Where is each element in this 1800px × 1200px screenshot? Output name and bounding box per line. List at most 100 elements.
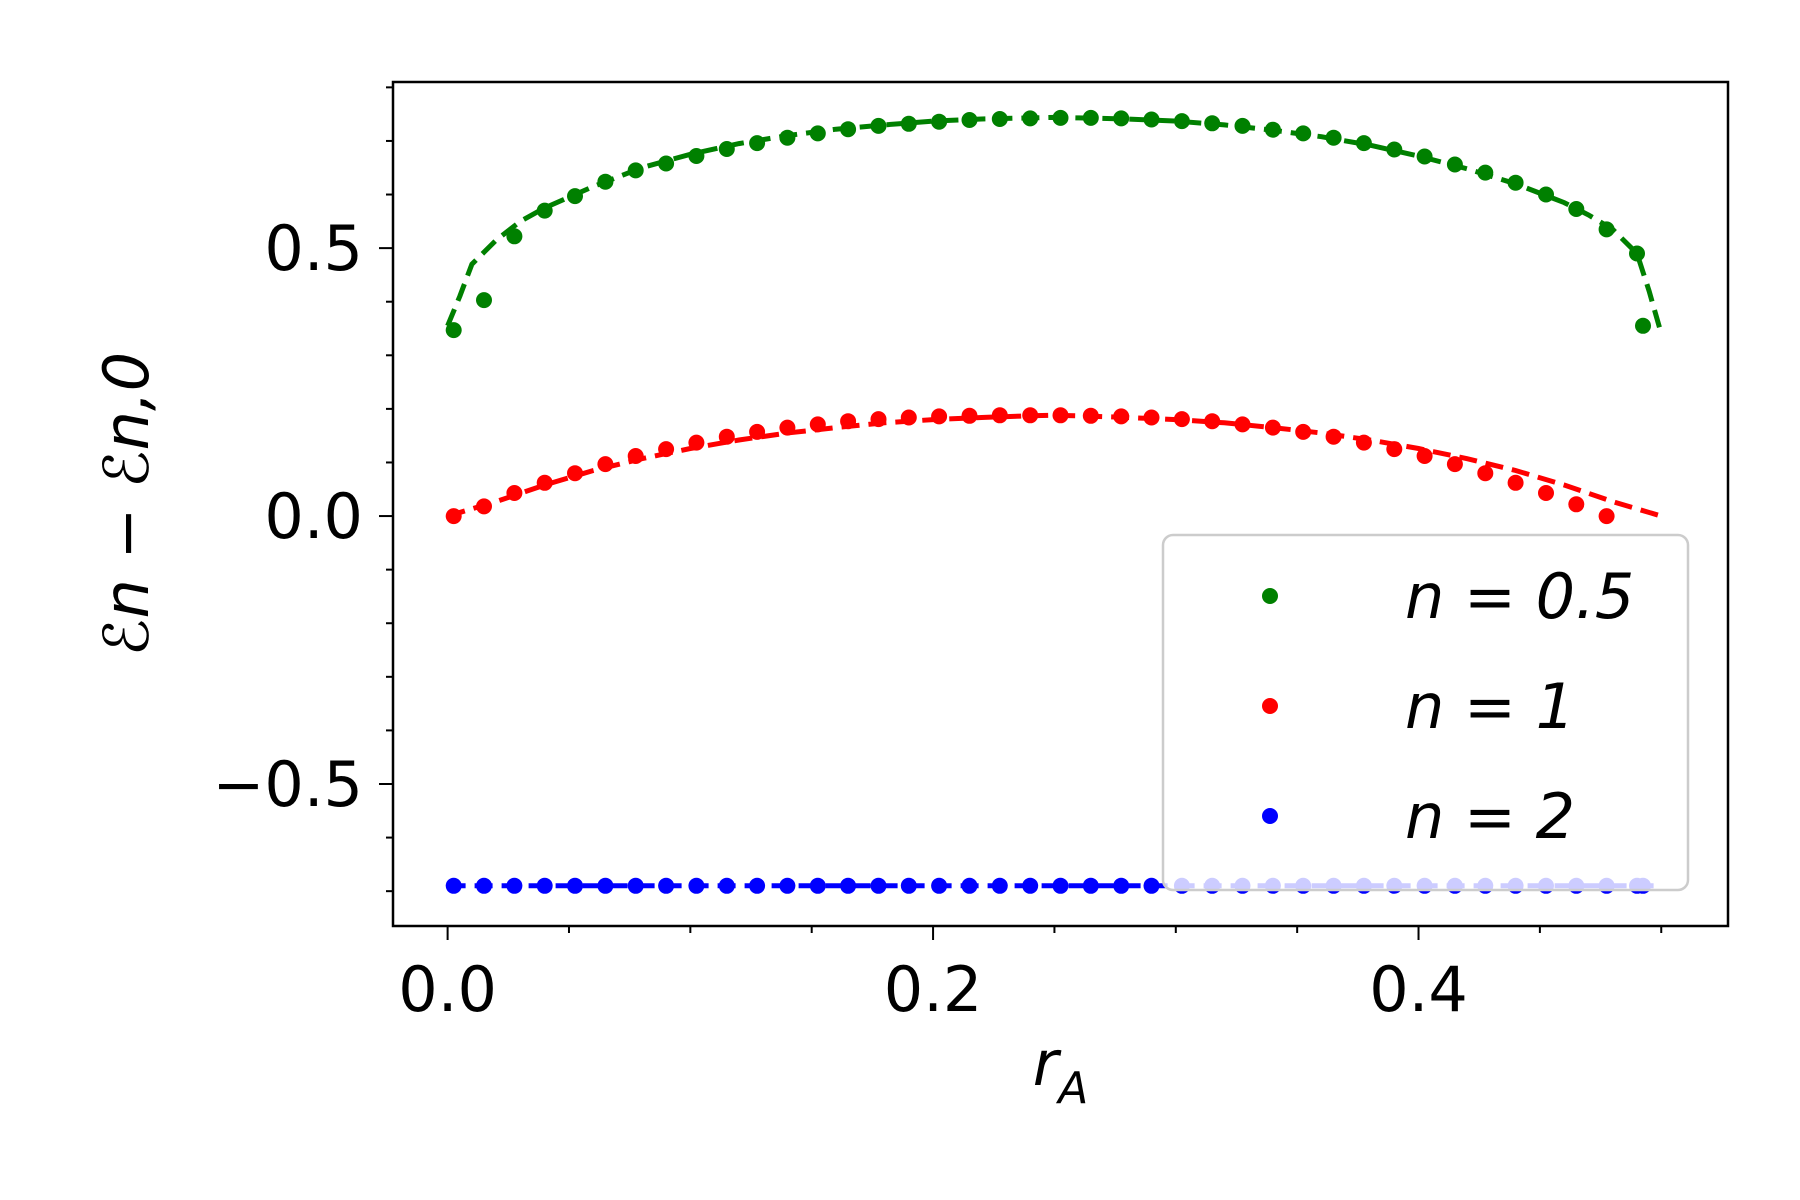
series-point-1 [1355,434,1372,451]
series-point-1 [991,407,1008,424]
series-point-0 [1446,156,1463,173]
series-point-2 [870,877,887,894]
data-layer [445,109,1664,894]
series-point-0 [1538,186,1554,203]
series-point-0 [1295,125,1312,142]
legend-marker-2 [1262,808,1278,824]
series-point-0 [1386,141,1403,158]
series-point-1 [1204,413,1221,430]
y-tick-label: 0.0 [264,480,363,553]
series-point-1 [840,413,857,430]
series-point-1 [1446,456,1463,473]
series-point-0 [536,202,553,219]
series-point-1 [1052,407,1069,424]
series-curve-1 [446,412,1663,519]
series-point-0 [900,115,917,132]
series-point-0 [1052,109,1069,126]
series-point-1 [870,411,887,428]
series-point-1 [931,408,948,425]
series-point-0 [779,129,796,146]
series-point-1 [506,485,523,501]
series-point-1 [1416,448,1433,464]
series-point-2 [809,877,826,894]
series-point-0 [1507,174,1524,191]
series-point-2 [840,877,857,894]
series-point-0 [1325,129,1342,146]
series-point-0 [1568,201,1585,217]
series-point-1 [1082,407,1099,424]
series-point-0 [1598,221,1615,238]
series-point-0 [1173,113,1190,130]
series-point-2 [567,877,583,894]
series-point-2 [779,877,796,894]
series-point-1 [1568,496,1585,513]
series-point-1 [809,416,826,433]
series-point-1 [779,419,796,436]
series-point-2 [1022,877,1039,894]
series-point-1 [1113,408,1130,425]
series-point-1 [1264,419,1281,436]
series-point-0 [1082,109,1099,126]
series-point-0 [840,121,857,138]
series-point-1 [658,441,675,458]
series-point-2 [900,877,917,894]
series-point-0 [597,173,614,190]
series-point-0 [567,188,583,205]
series-point-1 [1325,428,1342,445]
series-point-1 [1538,485,1554,501]
series-point-1 [476,498,492,515]
legend-label-0: n = 0.5 [1405,560,1634,633]
series-point-0 [1477,164,1494,181]
series-point-0 [931,113,948,130]
legend-box [1161,533,1690,892]
series-point-0 [1234,117,1251,134]
series-point-2 [931,877,948,894]
series-point-2 [536,877,553,894]
legend-marker-0 [1262,588,1278,604]
series-point-2 [991,877,1008,894]
series-point-0 [870,117,887,134]
axes-layer: 0.0 0.2 0.4 −0.5 0.0 0.5 rA ℰn − ℰn,0 [90,80,1730,1114]
series-point-2 [961,877,978,894]
series-point-2 [688,877,705,894]
series-point-0 [1204,115,1221,132]
series-point-0 [627,162,644,179]
series-point-2 [658,877,675,894]
x-tick-label: 0.4 [1369,953,1468,1026]
series-point-1 [718,428,735,445]
y-tick-label: −0.5 [212,748,363,821]
x-tick-label: 0.0 [398,953,497,1026]
series-point-0 [1355,135,1372,152]
series-point-0 [658,155,675,172]
series-point-1 [1173,411,1190,428]
series-point-0 [476,292,492,309]
y-tick-label: 0.5 [264,212,363,285]
series-point-1 [749,423,766,440]
series-point-1 [1507,474,1524,491]
legend: n = 0.5 n = 1 n = 2 [1161,533,1690,892]
series-point-0 [1113,110,1130,127]
series-point-0 [1629,245,1645,262]
series-point-0 [961,112,978,128]
series-point-1 [1598,508,1615,525]
series-point-2 [627,877,644,894]
series-point-1 [445,508,462,525]
series-point-2 [445,877,462,894]
series-point-2 [1143,877,1160,894]
x-tick-label: 0.2 [884,953,983,1026]
series-point-2 [749,877,766,894]
series-point-1 [1143,409,1160,426]
legend-label-1: n = 1 [1405,670,1575,743]
series-point-1 [961,407,978,424]
series-point-1 [1234,416,1251,433]
series-point-0 [991,111,1008,127]
y-axis-label: ℰn − ℰn,0 [90,352,163,656]
series-point-1 [1295,423,1312,440]
series-point-0 [1022,110,1039,127]
series-point-1 [1477,465,1494,482]
series-point-1 [536,474,553,491]
legend-label-2: n = 2 [1405,780,1575,853]
series-point-2 [1082,877,1099,894]
series-point-0 [1635,317,1651,334]
